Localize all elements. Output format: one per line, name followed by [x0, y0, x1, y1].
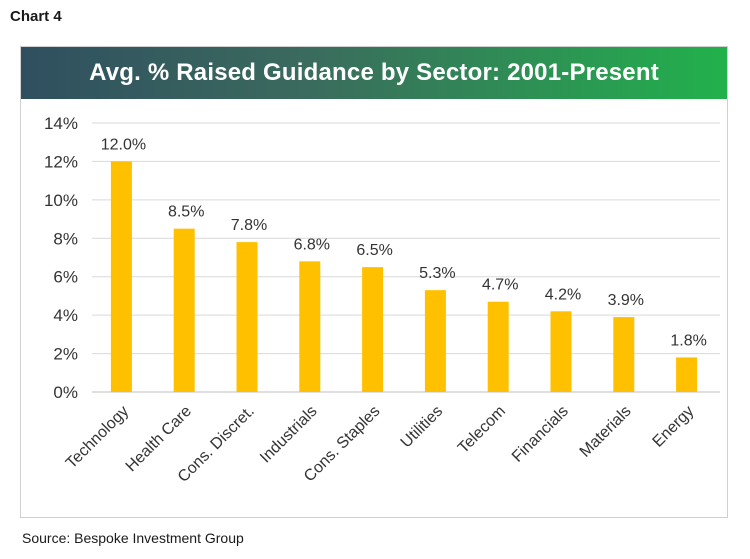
y-tick-label: 0% — [53, 383, 78, 402]
x-tick-label: Financials — [509, 403, 572, 466]
data-label: 1.8% — [670, 332, 706, 349]
data-label: 4.7% — [482, 277, 518, 294]
data-label: 12.0% — [101, 136, 146, 153]
bar — [676, 357, 698, 392]
bar — [236, 242, 258, 392]
y-tick-label: 8% — [53, 229, 78, 248]
data-label: 7.8% — [231, 217, 267, 234]
data-label: 3.9% — [608, 292, 644, 309]
x-tick-label: Technology — [63, 403, 132, 472]
bar — [173, 228, 195, 392]
y-tick-label: 12% — [44, 152, 78, 171]
bar — [487, 301, 509, 392]
bar — [362, 267, 384, 392]
bar — [299, 261, 321, 392]
y-tick-label: 2% — [53, 345, 78, 364]
x-tick-label: Industrials — [257, 403, 321, 467]
y-tick-label: 4% — [53, 306, 78, 325]
data-label: 4.2% — [545, 286, 581, 303]
bar — [613, 317, 635, 392]
bar — [424, 290, 446, 392]
y-tick-label: 6% — [53, 268, 78, 287]
x-tick-label: Energy — [650, 403, 698, 451]
x-tick-label: Materials — [577, 403, 635, 461]
chart-title: Avg. % Raised Guidance by Sector: 2001-P… — [21, 47, 727, 99]
data-label: 6.8% — [294, 236, 330, 253]
x-tick-label: Utilities — [398, 403, 446, 451]
data-label: 6.5% — [356, 242, 392, 259]
y-tick-label: 10% — [44, 191, 78, 210]
source-note: Source: Bespoke Investment Group — [22, 530, 244, 546]
bar — [110, 161, 132, 392]
chart-label: Chart 4 — [10, 8, 62, 25]
x-tick-label: Telecom — [455, 403, 509, 457]
data-label: 8.5% — [168, 204, 204, 221]
y-tick-label: 14% — [44, 114, 78, 133]
bar — [550, 311, 572, 392]
data-label: 5.3% — [419, 265, 455, 282]
